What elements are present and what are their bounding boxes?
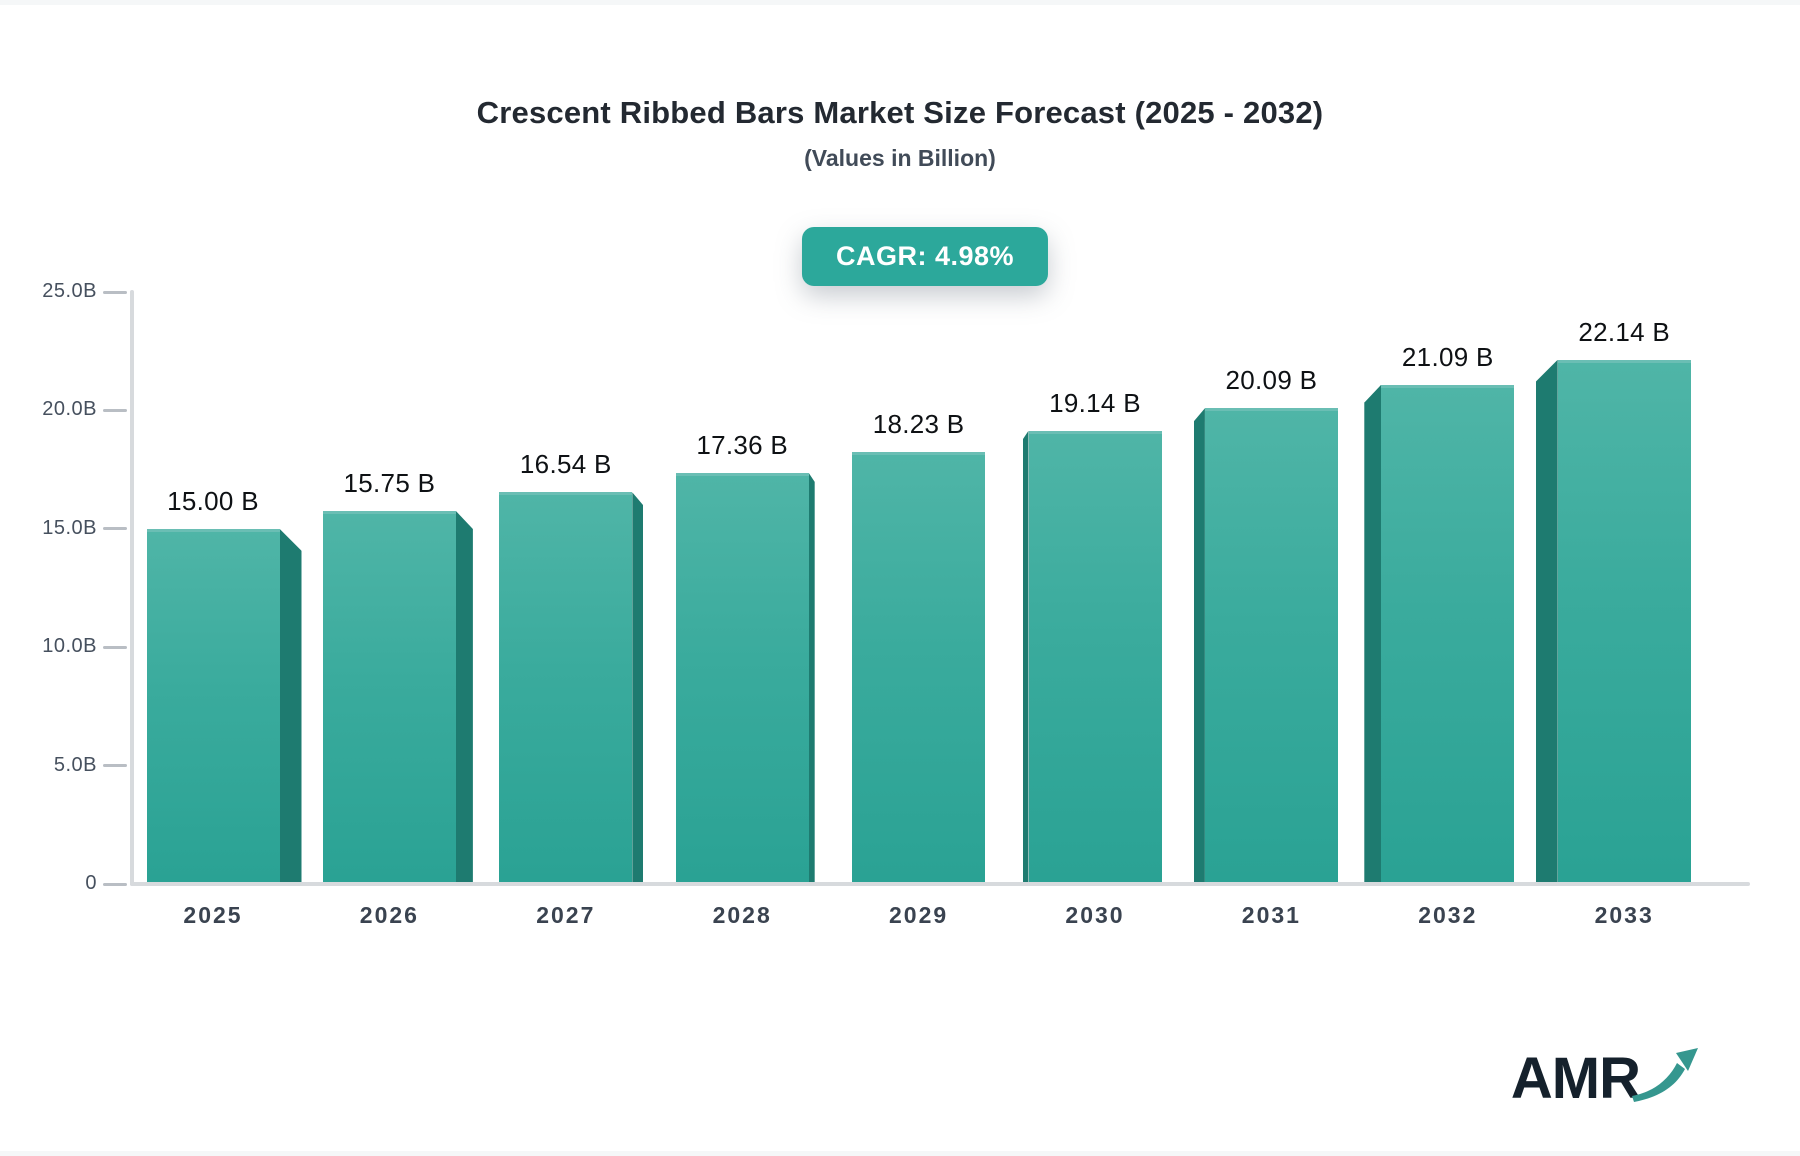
y-axis-tick-label: 20.0B [42,398,97,421]
bar-value-label: 20.09 B [1225,365,1318,396]
bar-3d-side [1535,359,1558,882]
bar-2027[interactable] [499,492,633,882]
page-bottom-edge [0,1151,1800,1156]
x-axis-label-2030: 2030 [1065,902,1125,928]
y-axis-tick-label: 25.0B [42,280,97,302]
x-axis-label-2033: 2033 [1594,902,1654,928]
bar-3d-side [1193,408,1205,882]
y-axis-tick-label: 10.0B [42,635,97,658]
x-axis-label-2029: 2029 [889,902,949,928]
x-axis-label-2028: 2028 [712,902,772,928]
y-axis-tick-label: 0 [85,872,97,894]
bar-value-label: 22.14 B [1578,316,1671,347]
y-axis-tick [103,290,127,294]
x-axis-label-2031: 2031 [1241,902,1301,928]
bar-3d-side [808,472,815,882]
bar-3d-side [1022,430,1029,882]
bar-2031[interactable] [1204,408,1338,882]
x-axis-label-2032: 2032 [1418,902,1478,928]
growth-arrow-icon [1632,1048,1698,1102]
bar-value-label: 15.00 B [167,485,259,516]
bar-2029[interactable] [852,452,986,882]
y-axis-tick [103,882,127,886]
bar-3d-side [279,528,302,882]
bar-value-label: 16.54 B [519,449,612,480]
brand-logo-text: AMR [1510,1046,1641,1111]
y-axis-tick [103,764,127,768]
cagr-badge: CAGR: 4.98% [801,227,1049,286]
x-axis-line [130,882,1750,886]
y-axis-tick [103,408,127,412]
x-axis-label-2025: 2025 [183,902,243,928]
x-axis-label-2027: 2027 [536,902,596,928]
bar-3d-side [632,492,644,882]
bar-2033[interactable] [1557,359,1691,882]
bar-3d-side [1364,384,1382,882]
bar-value-label: 18.23 B [872,409,965,440]
y-axis-tick-label: 15.0B [42,516,97,539]
y-axis-line [130,290,134,886]
chart-subtitle: (Values in Billion) [804,145,996,171]
page-top-edge [0,0,1800,5]
chart-header: Crescent Ribbed Bars Market Size Forecas… [0,95,1800,172]
brand-logo: AMR [1511,1042,1702,1108]
bar-value-label: 15.75 B [343,468,436,499]
bar-2030[interactable] [1028,430,1162,882]
bar-2025[interactable] [146,528,280,882]
bar-value-label: 21.09 B [1401,341,1494,372]
y-axis-tick [103,527,127,531]
bar-2032[interactable] [1381,384,1515,882]
bar-value-label: 19.14 B [1049,387,1141,418]
y-axis-tick-label: 5.0B [53,753,97,776]
bar-2028[interactable] [675,472,809,882]
bar-3d-side [455,511,473,882]
y-axis-tick [103,645,127,649]
bar-2026[interactable] [322,511,456,882]
chart-title: Crescent Ribbed Bars Market Size Forecas… [476,95,1324,130]
bar-value-label: 17.36 B [696,429,789,460]
x-axis-label-2026: 2026 [359,902,419,928]
